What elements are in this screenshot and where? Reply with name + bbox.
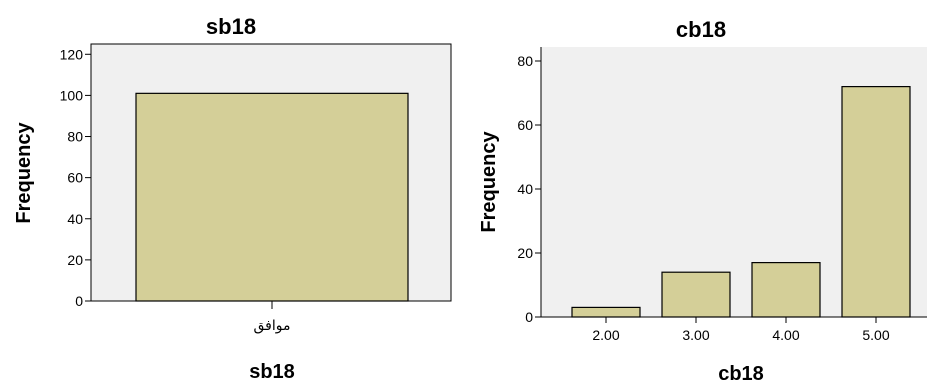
y-tick-label: 20 <box>517 245 533 261</box>
y-axis: 0 20 40 60 80 <box>517 53 541 325</box>
y-tick-label: 20 <box>67 252 83 268</box>
y-tick-label: 0 <box>75 293 83 309</box>
y-tick-label: 60 <box>517 117 533 133</box>
bar <box>751 262 821 318</box>
bar <box>135 92 409 302</box>
bar <box>571 306 641 318</box>
y-tick-label: 100 <box>60 87 84 103</box>
chart-cb18: cb18 0 20 40 60 80 2.00 3.00 4.00 5.00 Frequenc… <box>478 17 927 383</box>
y-axis: 0 20 40 60 80 100 120 <box>60 46 91 309</box>
bars <box>571 85 911 318</box>
chart-title: cb18 <box>676 17 726 42</box>
x-axis: 2.00 3.00 4.00 5.00 <box>592 317 890 343</box>
chart-sb18: sb18 0 20 40 60 80 100 120 موافق Frequency sb1… <box>13 14 452 383</box>
x-tick-label: موافق <box>254 318 291 334</box>
chart-title: sb18 <box>206 14 256 39</box>
x-tick-label: 2.00 <box>592 327 619 343</box>
y-axis-title: Frequency <box>478 131 500 233</box>
y-tick-label: 40 <box>67 211 83 227</box>
y-tick-label: 40 <box>517 181 533 197</box>
y-tick-label: 120 <box>60 46 84 62</box>
x-tick-label: 5.00 <box>862 327 889 343</box>
x-axis: موافق <box>254 301 291 334</box>
bars <box>135 92 409 302</box>
x-axis-title: sb18 <box>249 361 295 383</box>
bar <box>841 85 911 318</box>
y-tick-label: 80 <box>67 129 83 145</box>
y-tick-label: 80 <box>517 53 533 69</box>
x-tick-label: 3.00 <box>682 327 709 343</box>
y-axis-title: Frequency <box>13 122 35 224</box>
y-tick-label: 60 <box>67 170 83 186</box>
x-axis-title: cb18 <box>718 363 764 383</box>
y-tick-label: 0 <box>525 309 533 325</box>
bar <box>661 271 731 318</box>
x-tick-label: 4.00 <box>772 327 799 343</box>
